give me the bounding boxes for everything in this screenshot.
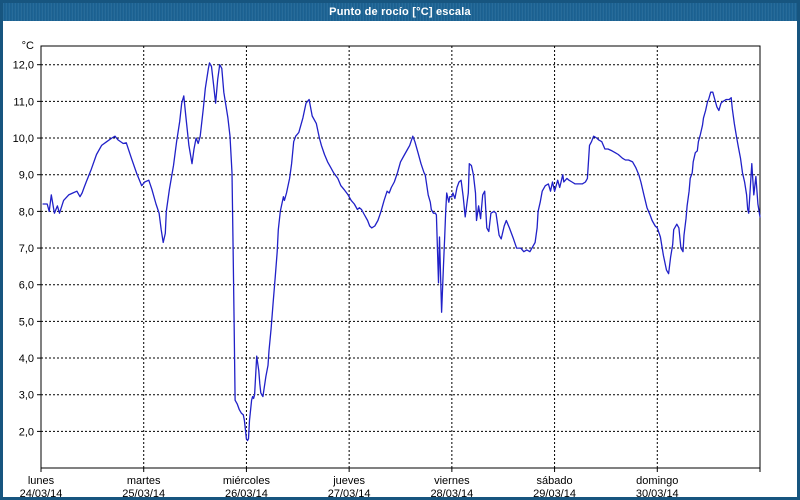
y-tick-label: 6,0 (19, 280, 34, 292)
dew-point-chart: 12,0 11,0 10,0 9,0 8,0 7,0 6,0 5,0 4,0 3,0 2,0 °C lu… (13, 40, 761, 497)
y-tick-label: 4,0 (19, 353, 34, 365)
x-date-label: 29/03/14 (533, 488, 576, 497)
x-date-label: 28/03/14 (430, 488, 473, 497)
y-tick-label: 2,0 (19, 426, 34, 438)
x-day-label: domingo (636, 475, 678, 487)
title-bar: Punto de rocío [°C] escala (3, 3, 797, 21)
x-day-label: lunes (28, 475, 55, 487)
x-day-label: martes (127, 475, 161, 487)
y-tick-label: 5,0 (19, 316, 34, 328)
chart-title: Punto de rocío [°C] escala (329, 6, 471, 18)
y-tick-label: 9,0 (19, 170, 34, 182)
y-tick-label: 3,0 (19, 390, 34, 402)
y-tick-label: 11,0 (13, 96, 34, 108)
x-date-label: 24/03/14 (20, 488, 63, 497)
x-date-label: 27/03/14 (328, 488, 371, 497)
y-tick-label: 8,0 (19, 206, 34, 218)
x-day-label: sábado (537, 475, 573, 487)
x-day-label: viernes (434, 475, 470, 487)
x-date-label: 25/03/14 (122, 488, 165, 497)
y-tick-label: 7,0 (19, 243, 34, 255)
x-date-label: 30/03/14 (636, 488, 679, 497)
y-tick-label: 12,0 (13, 60, 34, 72)
x-day-label: miércoles (223, 475, 271, 487)
plot-frame (40, 45, 761, 469)
dew-point-line (42, 62, 761, 442)
x-date-label: 26/03/14 (225, 488, 268, 497)
y-tick-label: 10,0 (13, 133, 34, 145)
y-axis-unit-label: °C (22, 40, 34, 52)
x-day-label: jueves (332, 475, 365, 487)
